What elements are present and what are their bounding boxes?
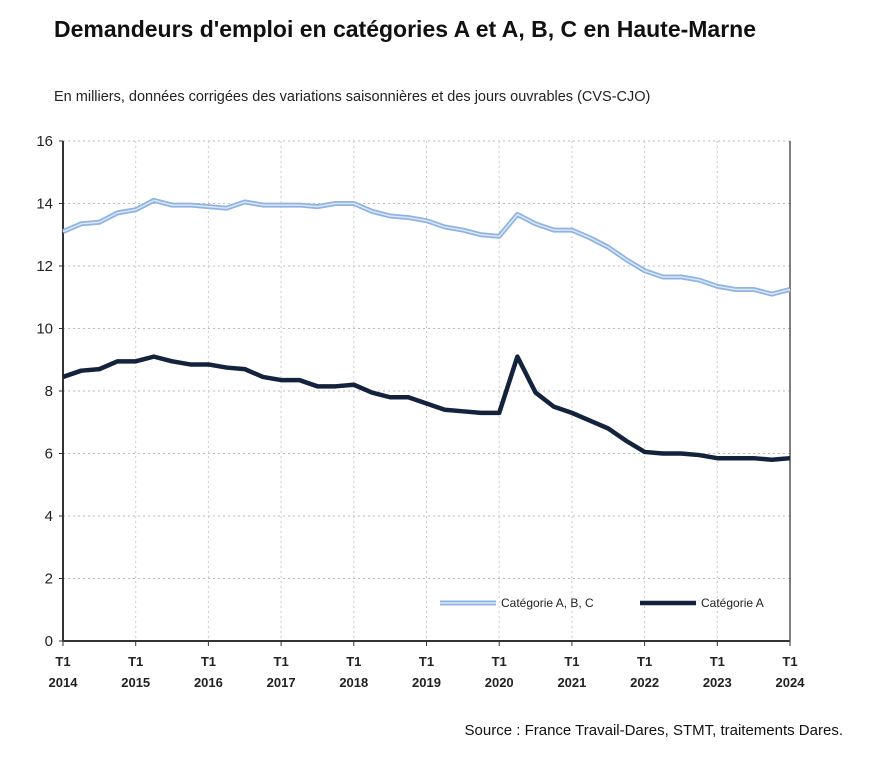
x-tick-label: 2020 bbox=[485, 675, 514, 690]
x-tick-label: T1 bbox=[274, 654, 289, 669]
x-tick-label: 2021 bbox=[557, 675, 586, 690]
x-tick-label: T1 bbox=[346, 654, 361, 669]
x-tick-label: T1 bbox=[637, 654, 652, 669]
x-tick-label: 2015 bbox=[121, 675, 150, 690]
y-tick-label: 2 bbox=[45, 571, 53, 588]
legend-label: Catégorie A bbox=[701, 596, 764, 610]
x-tick-label: 2024 bbox=[776, 675, 806, 690]
x-tick-label: T1 bbox=[710, 654, 725, 669]
x-tick-label: T1 bbox=[419, 654, 434, 669]
x-tick-label: 2016 bbox=[194, 675, 223, 690]
x-tick-label: 2018 bbox=[339, 675, 368, 690]
x-tick-label: 2014 bbox=[49, 675, 79, 690]
x-tick-label: 2022 bbox=[630, 675, 659, 690]
x-tick-label: T1 bbox=[782, 654, 797, 669]
chart-title: Demandeurs d'emploi en catégories A et A… bbox=[54, 16, 757, 42]
x-tick-label: 2023 bbox=[703, 675, 732, 690]
y-tick-label: 12 bbox=[36, 258, 53, 275]
x-tick-label: T1 bbox=[128, 654, 143, 669]
x-tick-label: T1 bbox=[492, 654, 507, 669]
y-tick-label: 10 bbox=[36, 321, 53, 338]
source-note: Source : France Travail-Dares, STMT, tra… bbox=[464, 722, 843, 739]
legend-label: Catégorie A, B, C bbox=[501, 596, 594, 610]
y-tick-label: 4 bbox=[45, 508, 53, 525]
x-tick-label: 2019 bbox=[412, 675, 441, 690]
x-tick-label: T1 bbox=[55, 654, 70, 669]
x-tick-label: T1 bbox=[564, 654, 579, 669]
y-tick-label: 6 bbox=[45, 446, 53, 463]
y-tick-label: 14 bbox=[36, 196, 53, 213]
y-tick-label: 8 bbox=[45, 383, 53, 400]
y-tick-label: 0 bbox=[45, 633, 53, 650]
x-tick-label: T1 bbox=[201, 654, 216, 669]
x-tick-label: 2017 bbox=[267, 675, 296, 690]
y-tick-label: 16 bbox=[36, 133, 53, 150]
chart-subtitle: En milliers, données corrigées des varia… bbox=[54, 89, 651, 105]
